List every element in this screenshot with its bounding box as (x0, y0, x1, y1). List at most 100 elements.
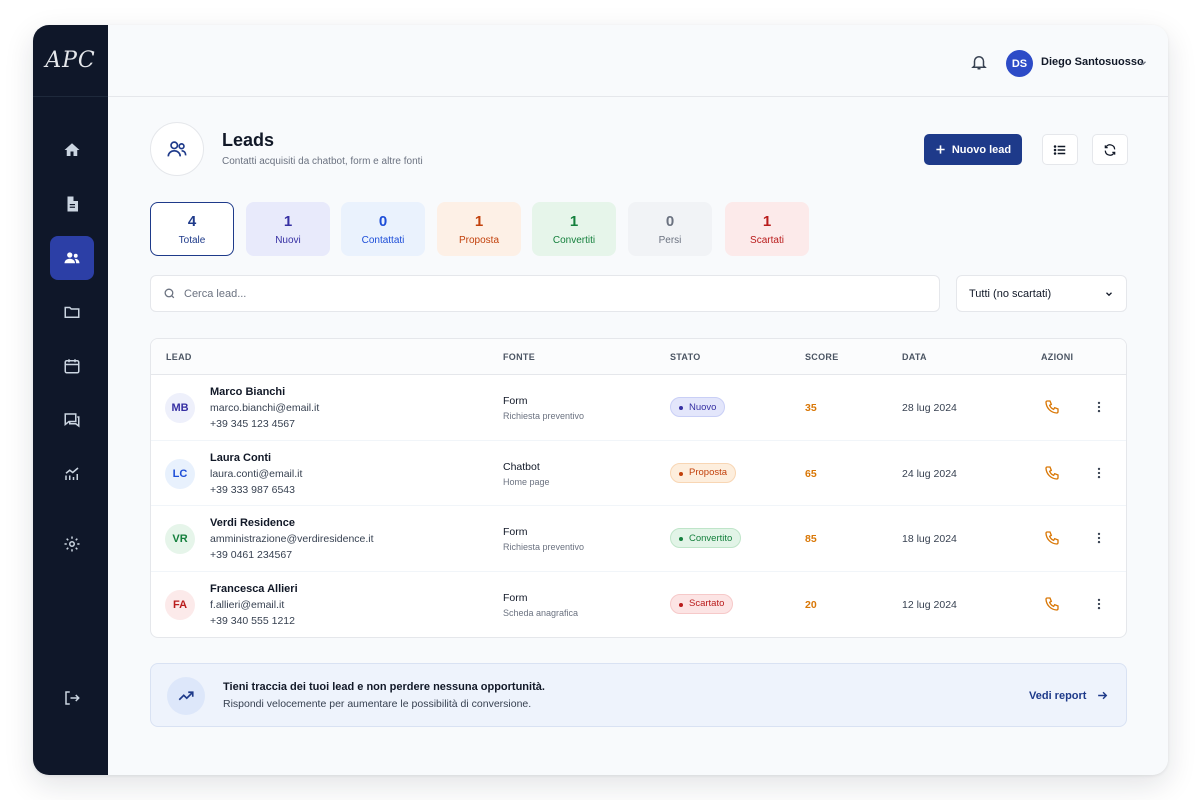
table-row[interactable]: VR Verdi Residence amministrazione@verdi… (151, 506, 1126, 572)
leads-table: LEAD FONTE STATO SCORE DATA AZIONI MB Ma… (150, 338, 1127, 638)
stat-convertiti[interactable]: 1 Convertiti (532, 202, 616, 256)
stat-persi[interactable]: 0 Persi (628, 202, 712, 256)
nav-messages[interactable] (50, 398, 94, 442)
analytics-icon (65, 467, 79, 480)
status-filter-select[interactable]: Tutti (no scartati) (956, 275, 1127, 312)
nav-calendar[interactable] (50, 344, 94, 388)
stat-proposta[interactable]: 1 Proposta (437, 202, 521, 256)
table-row[interactable]: LC Laura Conti laura.conti@email.it +39 … (151, 441, 1126, 506)
column-header-actions: AZIONI (1041, 352, 1074, 362)
nav-documents[interactable] (50, 182, 94, 226)
stat-contattati[interactable]: 0 Contattati (341, 202, 425, 256)
column-header-status[interactable]: STATO (670, 352, 701, 362)
lead-source-detail: Richiesta preventivo (503, 542, 585, 552)
lead-date: 28 lug 2024 (902, 402, 957, 414)
view-report-link[interactable]: Vedi report (1029, 689, 1109, 702)
stat-label: Proposta (458, 234, 500, 246)
filter-value: Tutti (no scartati) (969, 287, 1052, 300)
stat-label: Convertiti (552, 234, 596, 246)
list-view-button[interactable] (1042, 134, 1078, 165)
stat-value: 1 (569, 212, 579, 230)
logout-icon (65, 691, 80, 705)
table-row[interactable]: MB Marco Bianchi marco.bianchi@email.it … (151, 375, 1126, 441)
topbar: DS Diego Santosuosso (108, 25, 1168, 97)
lead-name[interactable]: Verdi Residence (210, 517, 295, 529)
nav-home[interactable] (50, 128, 94, 172)
nav-analytics[interactable] (50, 452, 94, 496)
more-vertical-icon (1097, 598, 1101, 609)
lead-name[interactable]: Laura Conti (210, 451, 272, 464)
search-icon (164, 288, 175, 299)
gear-icon (64, 536, 80, 552)
refresh-button[interactable] (1092, 134, 1128, 165)
lead-name[interactable]: Marco Bianchi (210, 386, 286, 398)
lead-phone: +39 0461 234567 (210, 549, 293, 561)
more-options-button[interactable] (1091, 399, 1107, 415)
table-row[interactable]: FA Francesca Allieri f.allieri@email.it … (151, 572, 1126, 638)
lead-email: amministrazione@verdiresidence.it (210, 533, 374, 545)
user-name[interactable]: Diego Santosuosso (1041, 56, 1144, 68)
chevron-down-icon[interactable] (1138, 58, 1148, 68)
stat-totale[interactable]: 4 Totale (150, 202, 234, 256)
more-options-button[interactable] (1091, 465, 1107, 481)
app-window: APC DS Diego Sa (33, 25, 1168, 775)
lead-name[interactable]: Francesca Allieri (210, 582, 298, 595)
lead-date: 24 lug 2024 (902, 467, 957, 480)
lead-source: Chatbot (503, 460, 540, 473)
document-icon (67, 196, 78, 212)
phone-icon[interactable] (1044, 465, 1060, 481)
lead-score: 85 (805, 533, 817, 545)
new-lead-button[interactable]: Nuovo lead (924, 134, 1022, 165)
lead-score: 65 (805, 467, 817, 480)
column-header-source[interactable]: FONTE (503, 352, 535, 362)
user-avatar[interactable]: DS (1006, 50, 1033, 77)
more-options-button[interactable] (1091, 530, 1107, 546)
stat-label: Scartati (750, 234, 784, 246)
more-options-button[interactable] (1091, 596, 1107, 612)
lead-avatar: FA (165, 589, 195, 620)
page-icon (150, 122, 204, 176)
lead-email: marco.bianchi@email.it (210, 402, 320, 414)
users-icon (64, 252, 80, 264)
app-logo: APC (33, 25, 108, 97)
phone-icon[interactable] (1044, 399, 1060, 415)
search-input[interactable] (184, 287, 884, 300)
chevron-down-icon (1106, 291, 1112, 296)
stat-nuovi[interactable]: 1 Nuovi (246, 202, 330, 256)
lead-source: Form (503, 591, 528, 604)
bell-icon[interactable] (970, 53, 988, 71)
more-vertical-icon (1097, 532, 1101, 544)
phone-icon[interactable] (1044, 530, 1060, 546)
stat-label: Persi (658, 234, 682, 246)
lead-avatar: MB (165, 393, 195, 423)
more-vertical-icon (1097, 467, 1101, 478)
refresh-icon (1104, 143, 1116, 156)
stat-scartati[interactable]: 1 Scartati (725, 202, 809, 256)
search-box[interactable] (150, 275, 940, 312)
stat-label: Contattati (361, 234, 405, 246)
phone-icon[interactable] (1044, 596, 1060, 612)
column-header-lead[interactable]: LEAD (166, 352, 192, 362)
lead-email: f.allieri@email.it (210, 598, 285, 611)
nav-folders[interactable] (50, 290, 94, 334)
sidebar: APC (33, 25, 108, 775)
nav-leads[interactable] (50, 236, 94, 280)
column-header-score[interactable]: SCORE (805, 352, 839, 362)
banner-subtitle: Rispondi velocemente per aumentare le po… (223, 698, 532, 710)
plus-icon (936, 145, 945, 154)
banner-icon (167, 677, 205, 715)
nav-logout[interactable] (50, 676, 94, 720)
calendar-icon (64, 359, 80, 374)
lead-date: 12 lug 2024 (902, 598, 957, 611)
lead-source-detail: Richiesta preventivo (503, 411, 585, 421)
status-badge: Scartato (670, 593, 734, 614)
more-vertical-icon (1097, 401, 1101, 413)
stat-label: Nuovi (275, 234, 301, 246)
lead-source: Form (503, 395, 528, 407)
nav-settings[interactable] (50, 522, 94, 566)
column-header-date[interactable]: DATA (902, 352, 927, 362)
stat-value: 1 (474, 212, 484, 230)
users-icon (167, 141, 187, 157)
folder-icon (64, 306, 80, 318)
tips-banner: Tieni traccia dei tuoi lead e non perder… (150, 663, 1127, 727)
